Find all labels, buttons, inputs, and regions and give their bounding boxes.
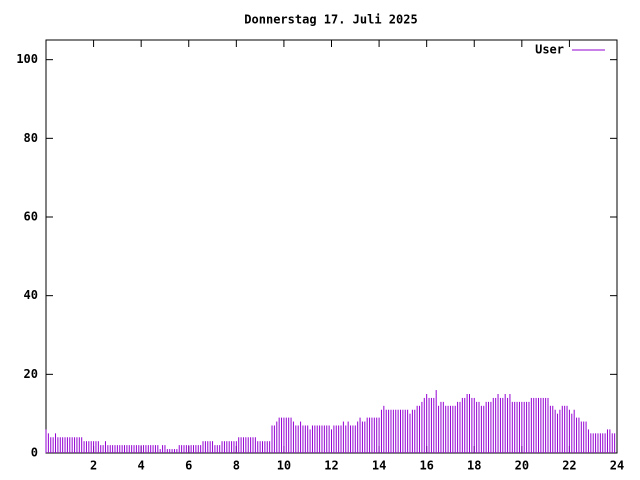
y-tick-label: 40 <box>24 288 38 302</box>
x-tick-label: 24 <box>610 459 624 473</box>
x-tick-label: 20 <box>515 459 529 473</box>
x-tick-label: 12 <box>324 459 338 473</box>
x-tick-label: 8 <box>233 459 240 473</box>
x-tick-label: 16 <box>419 459 433 473</box>
y-tick-label: 0 <box>31 446 38 460</box>
x-tick-label: 4 <box>138 459 145 473</box>
x-tick-label: 22 <box>562 459 576 473</box>
x-tick-label: 2 <box>90 459 97 473</box>
chart-title: Donnerstag 17. Juli 2025 <box>244 13 417 27</box>
y-tick-label: 20 <box>24 367 38 381</box>
plot-frame <box>45 39 618 454</box>
x-tick-label: 6 <box>185 459 192 473</box>
y-tick-label: 80 <box>24 131 38 145</box>
x-tick-label: 10 <box>277 459 291 473</box>
x-tick-label: 14 <box>372 459 386 473</box>
y-tick-label: 100 <box>16 52 38 66</box>
y-tick-label: 60 <box>24 210 38 224</box>
x-tick-label: 18 <box>467 459 481 473</box>
legend-label: User <box>535 43 564 57</box>
